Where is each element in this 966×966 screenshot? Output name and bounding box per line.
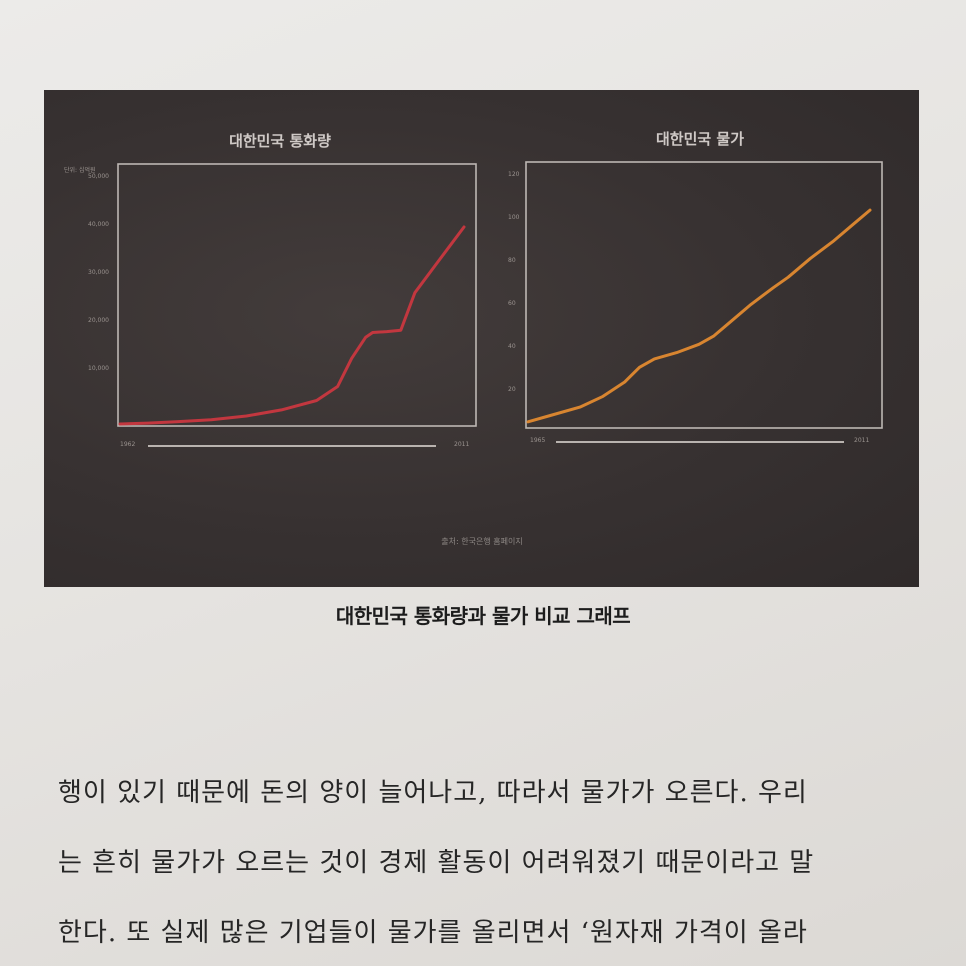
y-tick-label: 120: [508, 171, 520, 178]
plot-frame: [525, 161, 883, 429]
body-text-line: 는 흔히 물가가 오르는 것이 경제 활동이 어려워졌기 때문이라고 말: [58, 848, 815, 878]
y-tick-label: 20: [508, 386, 516, 393]
price-level-chart: 대한민국 물가 120 100 80 60 40 20 1965 2011: [508, 130, 883, 444]
y-tick-label: 10,000: [88, 365, 109, 372]
unit-label: 단위: 십억원: [64, 166, 96, 174]
y-tick-label: 40,000: [88, 221, 109, 228]
y-tick-label: 100: [508, 214, 520, 221]
chart-figure: 대한민국 통화량 단위: 십억원 50,000 40,000 30,000 20,00…: [44, 90, 919, 587]
body-text-line: 행이 있기 때문에 돈의 양이 늘어나고, 따라서 물가가 오른다. 우리: [58, 778, 808, 808]
y-tick-label: 30,000: [88, 269, 109, 276]
source-note: 출처: 한국은행 홈페이지: [441, 536, 522, 546]
charts-canvas: 대한민국 통화량 단위: 십억원 50,000 40,000 30,000 20,00…: [64, 130, 883, 546]
series-line: [526, 208, 872, 424]
money-supply-chart: 대한민국 통화량 단위: 십억원 50,000 40,000 30,000 20,00…: [64, 132, 477, 448]
figure-caption: 대한민국 통화량과 물가 비교 그래프: [335, 604, 631, 628]
x-start-label: 1962: [120, 441, 135, 448]
x-end-label: 2011: [454, 441, 469, 448]
y-tick-label: 50,000: [88, 173, 109, 180]
plot-frame: [117, 163, 477, 427]
x-end-label: 2011: [854, 437, 869, 444]
y-tick-label: 60: [508, 300, 516, 307]
chart-title: 대한민국 통화량: [229, 132, 331, 150]
x-start-label: 1965: [530, 437, 545, 444]
y-tick-label: 80: [508, 257, 516, 264]
chart-title: 대한민국 물가: [656, 130, 744, 148]
series-line: [118, 225, 466, 426]
y-tick-label: 40: [508, 343, 516, 350]
y-tick-label: 20,000: [88, 317, 109, 324]
body-text-line: 한다. 또 실제 많은 기업들이 물가를 올리면서 ‘원자재 가격이 올라: [58, 918, 808, 948]
